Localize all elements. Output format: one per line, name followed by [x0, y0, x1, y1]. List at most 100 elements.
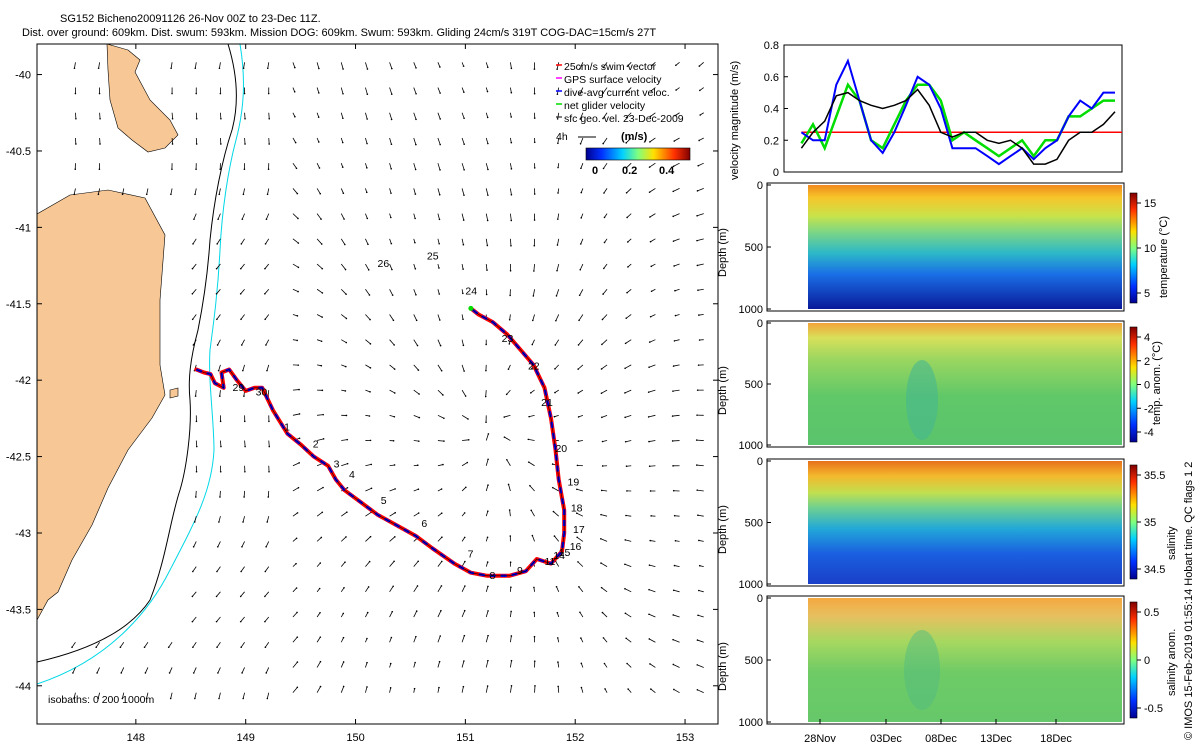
velocity-vector-head [579, 611, 581, 614]
map-xtick-label: 148 [127, 732, 145, 744]
velocity-vector-head [171, 143, 174, 145]
velocity-vector [365, 263, 370, 271]
salinity-ylabel: Depth (m) [717, 505, 729, 554]
velocity-vector-head [462, 268, 464, 270]
velocity-vector [650, 238, 656, 243]
velocity-vector [413, 636, 417, 643]
velocity-vector [292, 587, 297, 593]
velocity-vector-head [239, 595, 242, 598]
velocity-vector-head [509, 269, 512, 272]
velocity-vector [696, 238, 704, 242]
velocity-vector-head [417, 488, 420, 490]
day-label: 24 [465, 286, 477, 298]
velocity-vector [216, 314, 221, 320]
velocity-vector [413, 62, 417, 69]
cbar-tick-label: 4 [1144, 332, 1150, 344]
velocity-vector-head [602, 637, 605, 639]
velocity-vector-head [672, 215, 675, 218]
velocity-vector-head [239, 620, 242, 623]
velocity-vector-head [556, 637, 559, 639]
velocity-vector-head [320, 218, 322, 220]
velocity-vector-head [650, 515, 652, 517]
velocity-vector [389, 464, 395, 467]
velocity-vector [264, 288, 270, 295]
velocity-vector [241, 213, 245, 220]
velocity-vector [554, 339, 560, 346]
velocity-vector-head [268, 470, 270, 473]
velocity-vector-head [241, 218, 244, 220]
velocity-vector-head [195, 445, 198, 448]
velocity-vector [437, 661, 440, 668]
velocity-vector-head [467, 418, 469, 420]
velocity-vector-head [625, 465, 628, 468]
day-label: 17 [573, 524, 585, 536]
velocity-vector [510, 163, 512, 169]
salinity-anomaly-panel: Depth (m) salinity anom. [717, 595, 1178, 725]
velocity-vector [510, 685, 512, 693]
velocity-vector-head [413, 687, 416, 690]
velocity-vector [577, 364, 584, 370]
velocity-vector [506, 389, 511, 395]
isobath-200m [37, 44, 237, 663]
velocity-vector [485, 610, 489, 618]
velocity-vector-head [366, 142, 368, 145]
velocity-vector-head [438, 242, 440, 245]
velocity-vector-head [557, 685, 559, 688]
velocity-vector-head [651, 64, 653, 66]
isobath-1000m [37, 44, 244, 685]
velocity-vector [316, 636, 321, 643]
velocity-vector [316, 612, 321, 618]
velocity-vector [699, 87, 704, 91]
velocity-vector [316, 661, 321, 668]
velocity-vector-head [528, 415, 530, 418]
velocity-vector-head [527, 438, 530, 441]
velocity-vector-head [465, 486, 467, 489]
velocity-vector [601, 364, 608, 370]
depth-ytick-label: 1000 [739, 579, 763, 591]
velocity-vector [461, 188, 465, 196]
salinity-cbar-label: salinity [1166, 526, 1178, 560]
velocity-vector-head [533, 141, 536, 144]
speed-colorbar [585, 147, 691, 161]
velocity-vector-head [648, 613, 650, 616]
velocity-vector-head [393, 392, 396, 394]
velocity-vector-head [268, 143, 270, 145]
velocity-vector-head [220, 143, 222, 145]
velocity-vector-head [439, 143, 441, 146]
velocity-vector-head [394, 488, 396, 490]
velocity-vector [579, 87, 584, 95]
velocity-vector-head [321, 316, 323, 318]
velocity-vector-head [266, 369, 268, 372]
velocity-vector [556, 586, 560, 592]
velocity-vector [698, 162, 704, 167]
velocity-vector-head [555, 295, 558, 297]
velocity-vector [578, 339, 584, 346]
velocity-vector-head [75, 143, 77, 145]
day-label: 30 [256, 386, 268, 398]
velocity-vector-head [417, 369, 420, 371]
velocity-vector [437, 238, 440, 244]
velocity-vector [649, 188, 656, 193]
velocity-vector [95, 642, 100, 648]
velocity-ytick-label: 0.8 [764, 40, 779, 52]
velocity-vector [243, 188, 245, 195]
velocity-vector-head [699, 89, 701, 92]
depth-ytick-label: 0 [757, 180, 763, 192]
velocity-vector-head [240, 318, 242, 321]
velocity-vector [510, 238, 512, 246]
velocity-vector-head [603, 267, 605, 270]
velocity-vector [506, 459, 511, 466]
velocity-vector [242, 364, 245, 371]
velocity-vector [71, 642, 76, 648]
velocity-vector [509, 509, 511, 517]
velocity-vector [292, 137, 297, 143]
velocity-vector [389, 238, 392, 244]
velocity-vector-head [370, 463, 373, 466]
velocity-vector [626, 188, 632, 194]
velocity-vector-head [296, 661, 299, 663]
salinity-anomaly-cbar-label: salinity anom. [1166, 629, 1178, 696]
velocity-vector [602, 137, 608, 144]
velocity-vector-head [485, 369, 487, 372]
velocity-vector-head [97, 193, 100, 196]
velocity-vector-head [648, 588, 650, 591]
